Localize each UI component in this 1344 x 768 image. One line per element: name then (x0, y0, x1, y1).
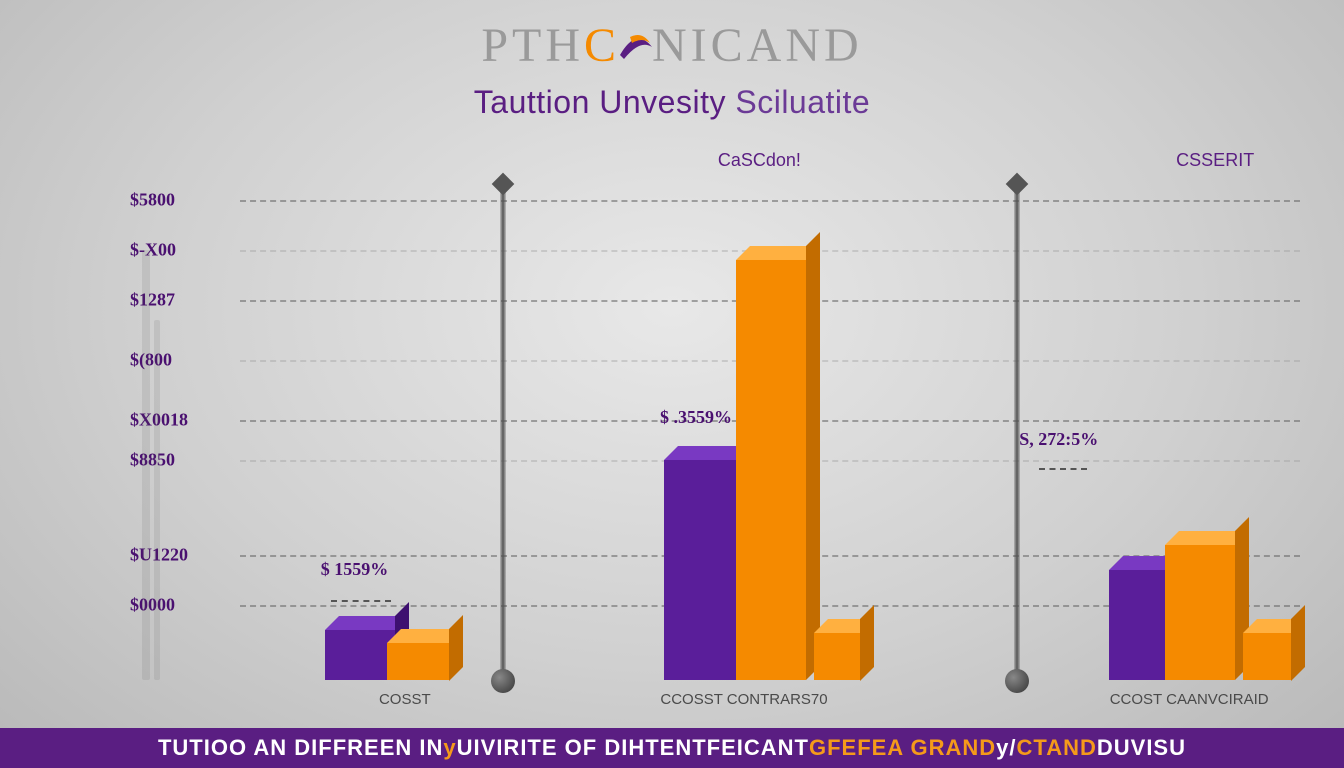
bar (814, 633, 860, 681)
decorative-bar (154, 320, 160, 680)
subtitle-word-1: Tauttion (474, 84, 590, 120)
bar-value-label: $ .3559% (660, 407, 732, 428)
value-tick (331, 600, 391, 602)
brand-accent-letter: C (584, 19, 620, 72)
footer-segment: UIVIRITE OF DIHTENTFEICANT (457, 735, 809, 761)
subtitle-word-2: Unvesity (599, 84, 726, 120)
bar (664, 460, 738, 680)
brand-part-1: PTH (481, 19, 584, 72)
footer-segment: TUTIOO AN DIFFREEN IN (158, 735, 443, 761)
bar (387, 643, 449, 681)
bar (736, 260, 806, 680)
brand-title: PTHC NICAND (0, 18, 1344, 77)
brand-part-2: NICAND (652, 19, 863, 72)
decorative-bar (142, 250, 150, 680)
tuition-bar-chart: $5800$-X00$1287$(800$X0018$8850$U1220$00… (130, 155, 1310, 695)
y-tick-label: $5800 (130, 190, 230, 211)
value-tick (1039, 468, 1087, 470)
footer-segment: GFEFEA GRAND (809, 735, 996, 761)
brand-swoosh-icon (616, 22, 656, 77)
footer-segment: y/ (996, 735, 1016, 761)
bar (325, 630, 395, 680)
plot-area: CaSCdon!CSSERIT $ 1559%COSST$ .3559%CCOS… (240, 180, 1300, 680)
column-header: CSSERIT (1115, 150, 1315, 171)
footer-segment: DUVISU (1097, 735, 1186, 761)
column-header: CaSCdon! (659, 150, 859, 171)
x-axis-label: COSST (275, 691, 535, 708)
bar-value-label: $ 1559% (321, 559, 389, 580)
bar (1243, 633, 1291, 681)
x-axis-label: CCOSST CONTRARS70 (614, 691, 874, 708)
chart-subtitle: Tauttion Unvesity Sciluatite (0, 84, 1344, 121)
footer-caption: TUTIOO AN DIFFREEN IN y UIVIRITE OF DIHT… (0, 728, 1344, 768)
gridline (240, 200, 1300, 202)
footer-segment: CTAND (1017, 735, 1097, 761)
x-axis-label: CCOST CAANVCIRAID (1059, 691, 1319, 708)
footer-segment: y (443, 735, 456, 761)
subtitle-word-3: Sciluatite (735, 84, 870, 120)
bar (1165, 545, 1235, 680)
bar-value-label: S, 272:5% (1019, 429, 1098, 450)
section-divider (500, 180, 506, 685)
